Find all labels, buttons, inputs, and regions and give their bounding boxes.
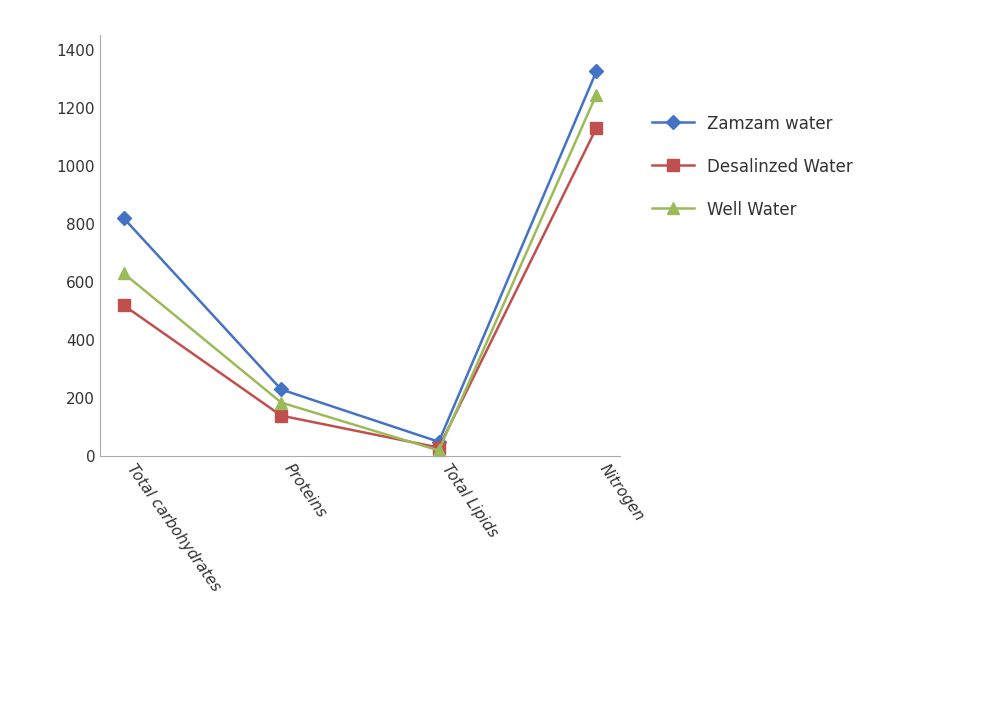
Zamzam water — [433, 437, 445, 446]
Well Water — [118, 269, 130, 277]
Well Water — [275, 398, 287, 406]
Legend: Zamzam water, Desalinzed Water, Well Water: Zamzam water, Desalinzed Water, Well Wat… — [644, 107, 861, 227]
Line: Well Water: Well Water — [118, 89, 602, 456]
Well Water — [433, 446, 445, 455]
Line: Zamzam water: Zamzam water — [119, 67, 601, 446]
Desalinzed Water — [433, 444, 445, 452]
Desalinzed Water — [275, 411, 287, 420]
Zamzam water — [118, 214, 130, 223]
Well Water — [590, 91, 602, 99]
Zamzam water — [275, 385, 287, 394]
Zamzam water — [590, 67, 602, 76]
Desalinzed Water — [590, 124, 602, 132]
Desalinzed Water — [118, 301, 130, 310]
Line: Desalinzed Water: Desalinzed Water — [118, 122, 602, 453]
